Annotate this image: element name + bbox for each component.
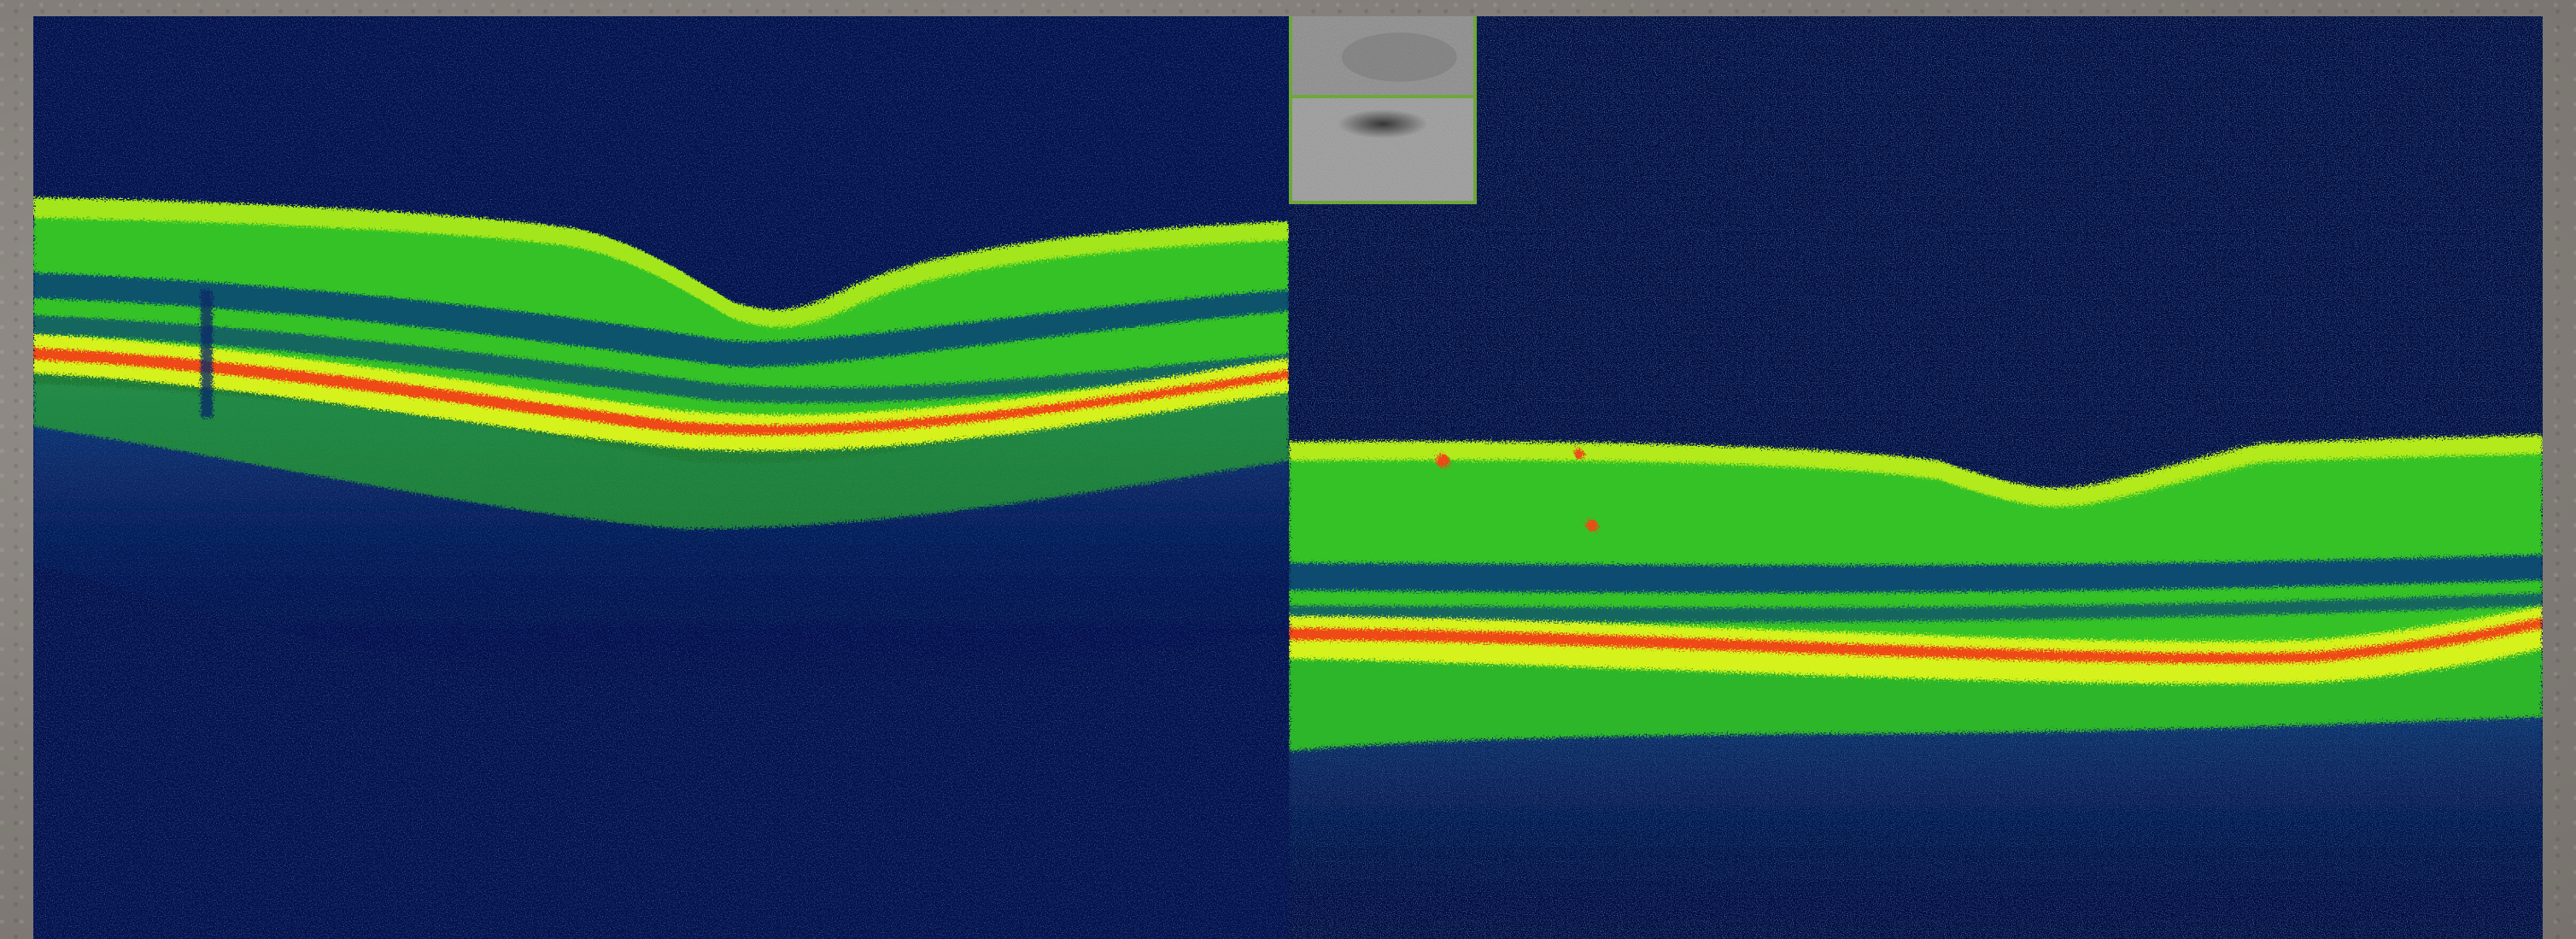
right-oct-graphic: [1289, 16, 2543, 939]
fundus-thumbnail-top[interactable]: [1289, 16, 1477, 98]
fundus-thumbnail-bottom[interactable]: [1289, 95, 1477, 204]
left-oct-scan: [33, 16, 1289, 939]
fundus-thumbnails: [1289, 16, 1480, 204]
fundus-bottom-graphic: [1292, 98, 1473, 201]
right-oct-scan: [1289, 16, 2543, 939]
fundus-top-graphic: [1292, 16, 1473, 95]
left-oct-graphic: [33, 16, 1289, 939]
